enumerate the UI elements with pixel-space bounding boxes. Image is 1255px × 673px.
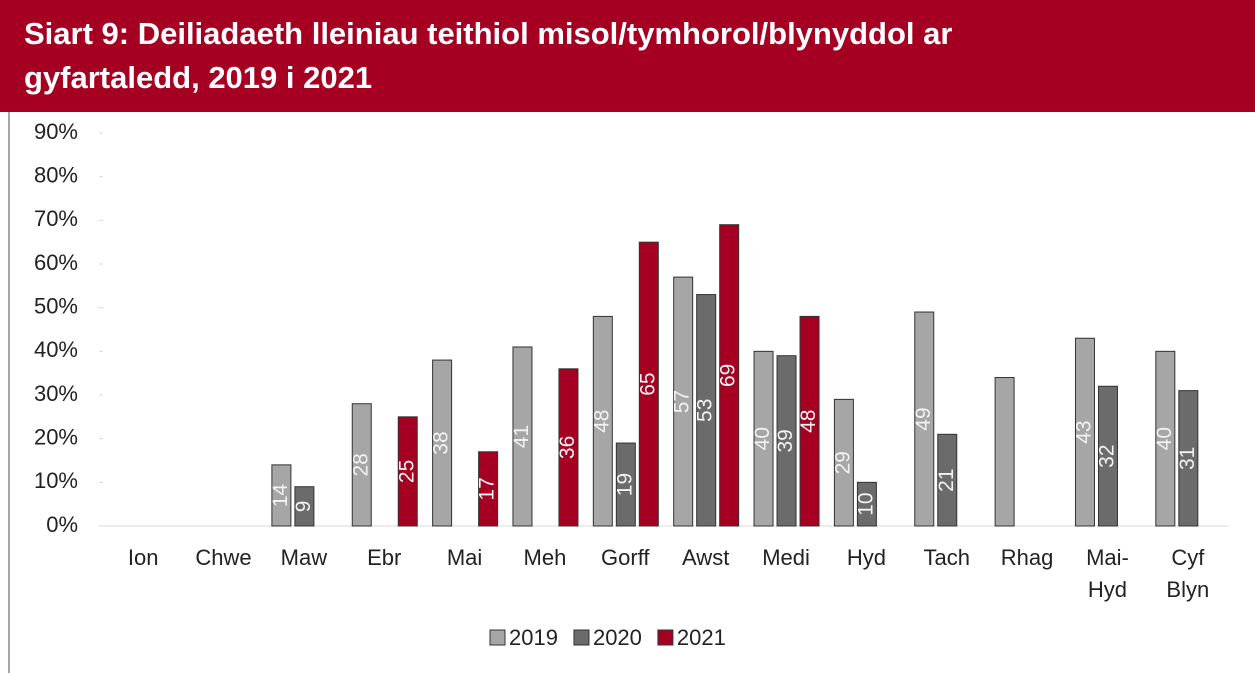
- bar: [696, 294, 717, 527]
- bar: [638, 241, 659, 527]
- data-label: 48: [797, 410, 820, 433]
- x-tick-label: Medi: [762, 545, 810, 570]
- x-tick-label: Chwe: [195, 545, 252, 570]
- x-tick-label: Maw: [280, 545, 328, 570]
- legend-label: 2021: [677, 625, 726, 650]
- data-label: 41: [510, 425, 533, 448]
- bar: [673, 276, 694, 527]
- x-tick-label: Ion: [127, 545, 159, 570]
- data-label: 36: [556, 436, 579, 459]
- bar: [294, 486, 315, 527]
- data-label: 21: [935, 468, 958, 491]
- data-label: 49: [912, 407, 935, 430]
- bar: [397, 416, 418, 527]
- bar: [776, 355, 797, 527]
- y-tick-label: 0%: [46, 512, 78, 537]
- y-tick-label: 60%: [34, 250, 78, 275]
- data-label: 48: [590, 410, 613, 433]
- data-label: 40: [1153, 427, 1176, 450]
- bar: [994, 377, 1015, 527]
- bar: [512, 346, 533, 527]
- bar: [432, 359, 453, 527]
- data-label: 38: [430, 431, 453, 454]
- bar: [753, 350, 774, 527]
- x-tick-label: Cyf Blyn: [1166, 545, 1210, 602]
- title-banner: Siart 9: Deiliadaeth lleiniau teithiol m…: [0, 0, 1255, 112]
- data-label: 53: [694, 399, 717, 422]
- x-tick-label: Rhag: [1000, 545, 1054, 570]
- x-tick-label: Awst: [682, 545, 730, 570]
- bar: [558, 368, 579, 527]
- y-tick-label: 70%: [34, 206, 78, 231]
- bar: [1074, 337, 1095, 527]
- bar: [833, 398, 854, 527]
- data-label: 10: [854, 492, 877, 515]
- bar: [799, 315, 820, 527]
- bar: [615, 442, 636, 527]
- data-label: 14: [269, 483, 292, 507]
- data-label: 25: [395, 460, 418, 483]
- x-tick-label: Gorff: [601, 545, 650, 570]
- y-tick-label: 80%: [34, 162, 78, 187]
- legend-swatch: [489, 629, 506, 646]
- data-label: 19: [613, 473, 636, 496]
- data-label: 57: [671, 390, 694, 413]
- data-label: 43: [1073, 420, 1096, 443]
- legend-swatch: [657, 629, 674, 646]
- data-label: 29: [831, 451, 854, 474]
- chart-title: Siart 9: Deiliadaeth lleiniau teithiol m…: [24, 16, 953, 95]
- data-label: 31: [1176, 447, 1199, 470]
- bar: [271, 464, 292, 527]
- bar: [914, 311, 935, 527]
- bar: [1097, 385, 1118, 527]
- data-label: 39: [774, 429, 797, 452]
- x-tick-label: Mai-Hyd: [1086, 545, 1129, 602]
- data-label: 69: [717, 364, 740, 387]
- x-tick-label: Tach: [923, 545, 970, 570]
- y-tick-label: 40%: [34, 337, 78, 362]
- bar: [1178, 390, 1199, 527]
- data-label: 65: [636, 372, 659, 395]
- bar: [351, 403, 372, 527]
- legend-label: 2020: [593, 625, 642, 650]
- data-label: 9: [292, 501, 315, 513]
- bar: [478, 451, 499, 527]
- bar: [856, 481, 877, 527]
- bar: [592, 315, 613, 527]
- data-label: 28: [349, 453, 372, 476]
- y-tick-label: 10%: [34, 468, 78, 493]
- x-tick-label: Mai: [446, 545, 483, 570]
- bar: [719, 224, 740, 527]
- legend-label: 2019: [509, 625, 558, 650]
- bar: [1155, 350, 1176, 527]
- x-tick-label: Hyd: [846, 545, 886, 570]
- y-tick-label: 50%: [34, 293, 78, 318]
- data-label: 40: [751, 427, 774, 450]
- x-tick-label: Ebr: [367, 545, 402, 570]
- x-tick-label: Meh: [523, 545, 567, 570]
- bar: [937, 433, 958, 527]
- y-tick-label: 30%: [34, 381, 78, 406]
- y-tick-label: 90%: [34, 119, 78, 144]
- legend-swatch: [573, 629, 590, 646]
- data-label: 32: [1096, 444, 1119, 467]
- y-tick-label: 20%: [34, 424, 78, 449]
- data-label: 17: [476, 477, 499, 500]
